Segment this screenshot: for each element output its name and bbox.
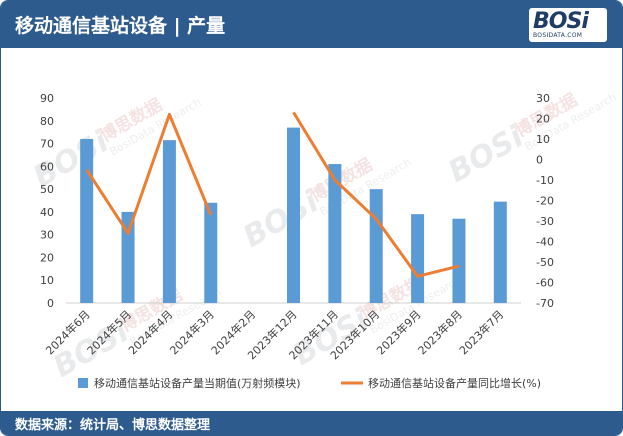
y-left-tick-label: 80 xyxy=(40,115,54,128)
y-right-tick-label: -40 xyxy=(536,236,554,249)
bar xyxy=(452,218,466,303)
chart-area: BOSi 博思数据 BosiData Research BOSi 博思数据 BosiDat… xyxy=(1,48,622,411)
bar xyxy=(411,214,425,303)
growth-line xyxy=(85,112,213,235)
y-left-tick-label: 20 xyxy=(40,251,54,264)
y-left-tick-label: 10 xyxy=(40,274,54,287)
source-note: 数据来源：统计局、博思数据整理 xyxy=(15,418,211,433)
x-tick-label: 2023年7月 xyxy=(456,307,506,357)
bar xyxy=(328,164,342,303)
y-right-tick-label: -70 xyxy=(536,297,554,310)
legend-swatch-bar xyxy=(78,378,88,388)
y-left-tick-label: 40 xyxy=(40,206,54,219)
footer-bar: 数据来源：统计局、博思数据整理 xyxy=(1,411,622,435)
y-right-tick-label: -30 xyxy=(536,215,554,228)
legend-label-bar: 移动通信基站设备产量当期值(万射频模块) xyxy=(94,376,301,390)
y-left-tick-label: 70 xyxy=(40,138,54,151)
bar xyxy=(80,139,94,303)
brand-logo: BOSi BOSIDATA.COM xyxy=(529,8,607,42)
y-left-tick-label: 50 xyxy=(40,183,54,196)
y-right-tick-label: 20 xyxy=(536,113,550,126)
bar xyxy=(162,140,176,303)
bar xyxy=(204,202,218,303)
bar xyxy=(369,189,383,303)
bar xyxy=(287,127,300,303)
bar xyxy=(121,211,135,303)
y-left-tick-label: 30 xyxy=(40,229,54,242)
y-left-tick-label: 60 xyxy=(40,160,54,173)
y-right-tick-label: -10 xyxy=(536,174,554,187)
y-right-tick-label: -50 xyxy=(536,256,554,269)
legend-label-line: 移动通信基站设备产量同比增长(%) xyxy=(368,376,541,390)
y-right-tick-label: -60 xyxy=(536,277,554,290)
y-right-tick-label: 30 xyxy=(536,92,550,105)
y-right-tick-label: -20 xyxy=(536,195,554,208)
bar xyxy=(493,201,507,303)
growth-line xyxy=(292,111,460,278)
y-left-tick-label: 0 xyxy=(47,297,54,310)
logo-subtext: BOSIDATA.COM xyxy=(533,32,583,39)
logo-wordmark: BOSi xyxy=(533,9,589,34)
y-right-tick-label: 10 xyxy=(536,133,550,146)
header-bar: 移动通信基站设备 | 产量 BOSi BOSIDATA.COM xyxy=(1,1,622,48)
page-title: 移动通信基站设备 | 产量 xyxy=(15,15,226,37)
y-right-tick-label: 0 xyxy=(536,154,543,167)
y-left-tick-label: 90 xyxy=(40,92,54,105)
